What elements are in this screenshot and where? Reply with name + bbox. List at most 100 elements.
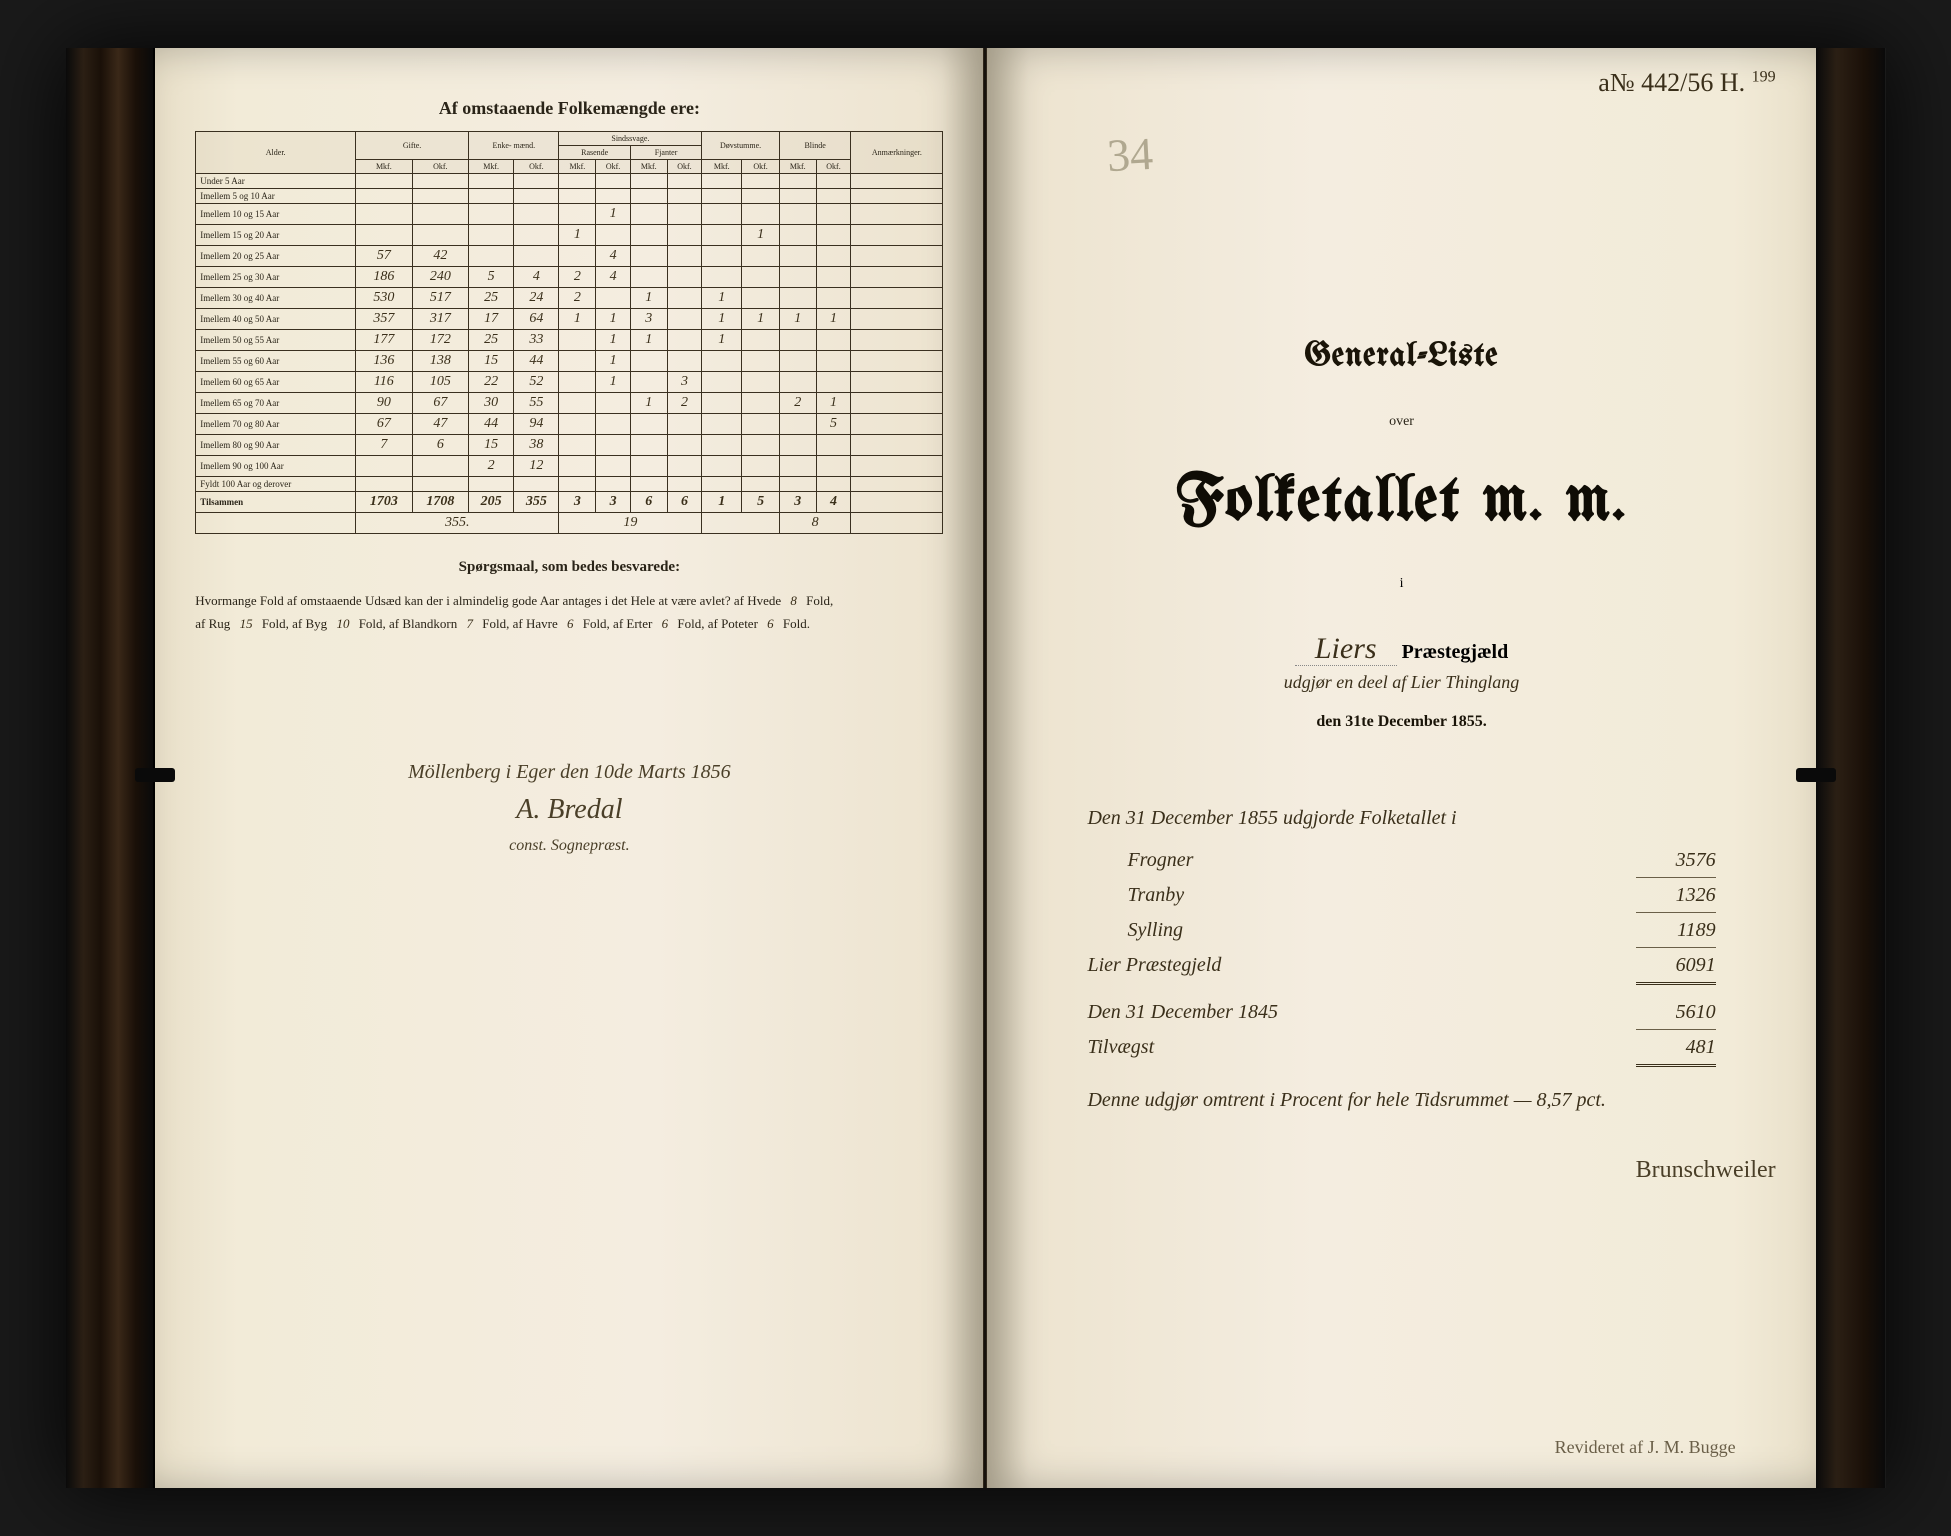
cell bbox=[559, 174, 596, 189]
fill-rug: 15 bbox=[234, 616, 259, 631]
cell bbox=[742, 330, 780, 351]
table-row: Imellem 65 og 70 Aar906730551221 bbox=[196, 393, 943, 414]
questions-block: Spørgsmaal, som bedes besvarede: Hvorman… bbox=[195, 554, 943, 636]
sum-cell: 1703 bbox=[356, 492, 413, 513]
cell: 44 bbox=[514, 351, 559, 372]
ok-4: Okf. bbox=[667, 160, 702, 174]
cell: 530 bbox=[356, 288, 413, 309]
cell: 186 bbox=[356, 267, 413, 288]
ok-5: Okf. bbox=[742, 160, 780, 174]
cell bbox=[667, 174, 702, 189]
cell: 15 bbox=[469, 351, 514, 372]
cell bbox=[742, 393, 780, 414]
cell: 1 bbox=[702, 309, 742, 330]
q-potet-l: Fold, af Poteter bbox=[677, 616, 758, 631]
cell bbox=[559, 477, 596, 492]
cell bbox=[596, 393, 631, 414]
fjanter-label: Fjanter bbox=[655, 148, 678, 157]
table-row: Imellem 15 og 20 Aar11 bbox=[196, 225, 943, 246]
cell bbox=[742, 435, 780, 456]
total-name: Lier Præstegjeld bbox=[1087, 948, 1221, 985]
cell bbox=[630, 477, 667, 492]
cell bbox=[630, 372, 667, 393]
sum-cell: 6 bbox=[667, 492, 702, 513]
cell bbox=[742, 477, 780, 492]
cell bbox=[596, 189, 631, 204]
row-label: Fyldt 100 Aar og derover bbox=[196, 477, 356, 492]
corr-d bbox=[702, 513, 780, 534]
summary-intro: Den 31 December 1855 udgjorde Folketalle… bbox=[1087, 801, 1715, 835]
census-date: den 31te December 1855. bbox=[1027, 713, 1775, 731]
col-insane: Sindssvage. bbox=[559, 132, 702, 146]
cell bbox=[742, 267, 780, 288]
cell: 4 bbox=[596, 267, 631, 288]
cell bbox=[742, 414, 780, 435]
cell bbox=[702, 246, 742, 267]
ok-1: Okf. bbox=[412, 160, 469, 174]
archive-ref: a№ 442/56 H. bbox=[1598, 68, 1745, 97]
right-signature: Brunschweiler bbox=[1027, 1157, 1775, 1184]
cell bbox=[779, 351, 816, 372]
cell bbox=[851, 435, 943, 456]
cell: 52 bbox=[514, 372, 559, 393]
cell: 240 bbox=[412, 267, 469, 288]
sig-title: const. Sognepræst. bbox=[195, 833, 943, 859]
cell: 4 bbox=[596, 246, 631, 267]
cell bbox=[779, 330, 816, 351]
cell: 2 bbox=[667, 393, 702, 414]
parish-subline: udgjør en deel af Lier Thinglang bbox=[1027, 672, 1775, 693]
cell bbox=[559, 435, 596, 456]
sum-val: 3576 bbox=[1636, 843, 1716, 878]
cell: 1 bbox=[630, 393, 667, 414]
cell bbox=[667, 225, 702, 246]
open-book: Af omstaaende Folkemængde ere: Alder. Gi… bbox=[66, 48, 1886, 1488]
cell bbox=[702, 225, 742, 246]
sum-cell: 1 bbox=[702, 492, 742, 513]
right-page: a№ 442/56 H. 199 34 General-Liste over F… bbox=[987, 48, 1815, 1488]
q-bland-l: Fold, af Blandkorn bbox=[359, 616, 458, 631]
fill-potet: 6 bbox=[761, 616, 780, 631]
cell: 1 bbox=[559, 225, 596, 246]
cell: 1 bbox=[559, 309, 596, 330]
cell bbox=[630, 204, 667, 225]
cell bbox=[702, 267, 742, 288]
cell bbox=[702, 477, 742, 492]
cell bbox=[559, 456, 596, 477]
cell: 55 bbox=[514, 393, 559, 414]
sum-cell bbox=[851, 492, 943, 513]
cell bbox=[596, 288, 631, 309]
cell bbox=[816, 456, 851, 477]
cell bbox=[514, 204, 559, 225]
sum-label: Tilsammen bbox=[196, 492, 356, 513]
cell bbox=[816, 174, 851, 189]
cell bbox=[816, 330, 851, 351]
sum-cell: 6 bbox=[630, 492, 667, 513]
cell bbox=[851, 351, 943, 372]
sum-cell: 1708 bbox=[412, 492, 469, 513]
cell bbox=[356, 189, 413, 204]
cell bbox=[742, 174, 780, 189]
col-remarks: Anmærkninger. bbox=[851, 132, 943, 174]
cell bbox=[469, 174, 514, 189]
cell bbox=[630, 351, 667, 372]
table-row: Imellem 5 og 10 Aar bbox=[196, 189, 943, 204]
rasende-label: Rasende bbox=[581, 148, 608, 157]
cell: 44 bbox=[469, 414, 514, 435]
ok-6: Okf. bbox=[816, 160, 851, 174]
cell bbox=[356, 225, 413, 246]
cell bbox=[779, 288, 816, 309]
cell bbox=[851, 189, 943, 204]
cell bbox=[779, 189, 816, 204]
cell bbox=[742, 456, 780, 477]
percent-line: Denne udgjør omtrent i Procent for hele … bbox=[1087, 1083, 1715, 1117]
cell: 517 bbox=[412, 288, 469, 309]
cell bbox=[469, 204, 514, 225]
cell: 177 bbox=[356, 330, 413, 351]
cell: 7 bbox=[356, 435, 413, 456]
cell bbox=[667, 246, 702, 267]
table-row: Under 5 Aar bbox=[196, 174, 943, 189]
cell: 57 bbox=[356, 246, 413, 267]
cell: 47 bbox=[412, 414, 469, 435]
cell bbox=[559, 330, 596, 351]
cell bbox=[816, 189, 851, 204]
